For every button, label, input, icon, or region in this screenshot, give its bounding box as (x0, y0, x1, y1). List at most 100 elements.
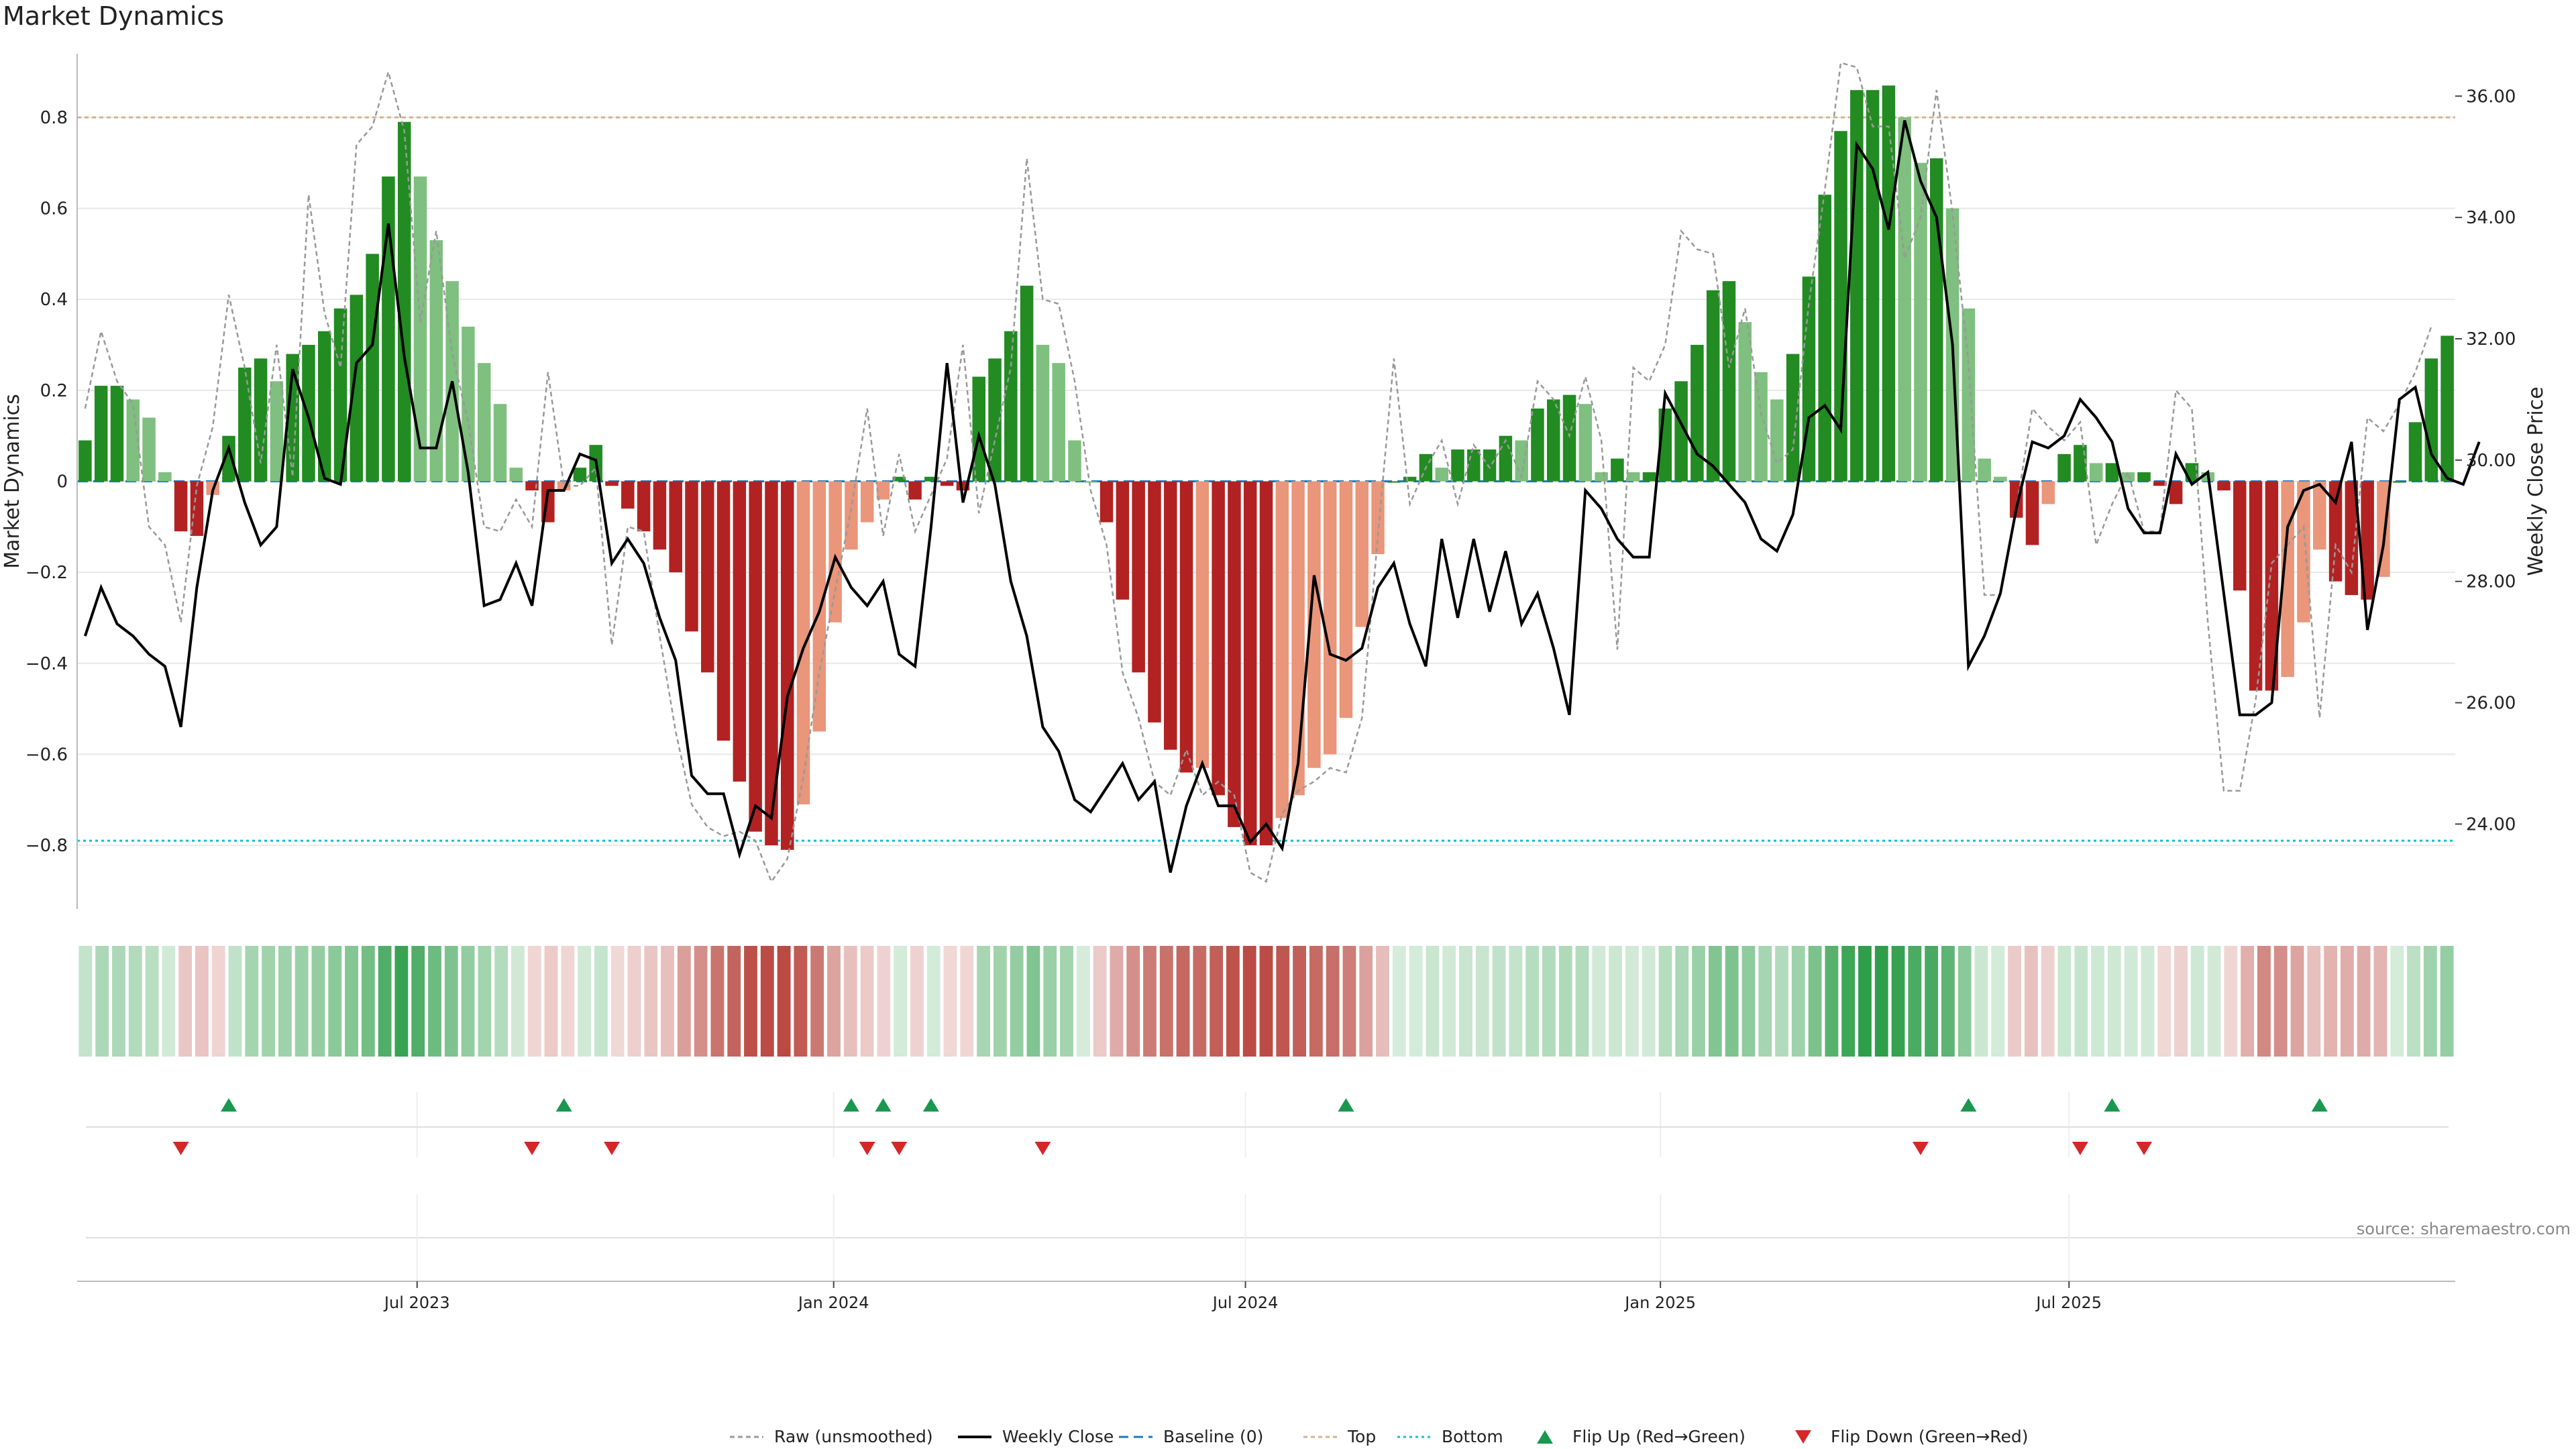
dynamics-bar (318, 331, 331, 482)
heat-cell (894, 946, 908, 1057)
heat-cell (1692, 946, 1705, 1057)
heat-cell (1991, 946, 2005, 1057)
heat-cell (2190, 946, 2204, 1057)
y2-tick-label: 26.00 (2466, 694, 2516, 714)
heat-cell (1226, 946, 1240, 1057)
heat-cell (1392, 946, 1406, 1057)
dynamics-bar (1355, 481, 1369, 627)
legend-label: Weekly Close (1002, 1427, 1114, 1446)
heat-cell (1874, 946, 1888, 1057)
dynamics-bar (158, 472, 172, 482)
heat-cell (1210, 946, 1224, 1057)
dynamics-bar (924, 476, 938, 482)
heat-cell (328, 946, 342, 1057)
heat-cell (1442, 946, 1456, 1057)
dynamics-bar (1898, 117, 1911, 482)
heat-cell (1309, 946, 1323, 1057)
dynamics-bar (876, 481, 890, 500)
dynamics-bar (1754, 372, 1768, 482)
heat-cell (2357, 946, 2371, 1057)
heat-cell (1509, 946, 1523, 1057)
heat-cell (1625, 946, 1639, 1057)
dynamics-bar (2074, 445, 2087, 482)
legend-label: Raw (unsmoothed) (774, 1427, 933, 1446)
raw-series-line (84, 62, 2432, 883)
heat-cell (594, 946, 608, 1057)
dynamics-bar (1770, 399, 1784, 482)
legend-item-price: Weekly Close (958, 1427, 1114, 1446)
heat-cell (1609, 946, 1623, 1057)
flip-down-marker (2136, 1142, 2153, 1155)
heat-cell (977, 946, 990, 1057)
dynamics-bar (94, 386, 108, 482)
dynamics-bar (2121, 472, 2135, 482)
dynamics-bar (1547, 399, 1560, 482)
heat-cell (2124, 946, 2138, 1057)
y2-tick-label: 32.00 (2466, 329, 2516, 350)
heat-cell (2407, 946, 2420, 1057)
dynamics-bar (1611, 458, 1624, 482)
legend-label: Flip Up (Red→Green) (1572, 1427, 1746, 1446)
dynamics-bar (2424, 358, 2438, 482)
heat-cell (1159, 946, 1173, 1057)
dynamics-bar (1148, 481, 1161, 722)
dynamics-bar (749, 481, 762, 832)
heat-cell (1242, 946, 1256, 1057)
heat-cell (877, 946, 891, 1057)
heat-cell (943, 946, 957, 1057)
x-tick-label: Jul 2023 (383, 1293, 450, 1312)
heat-cell (1026, 946, 1040, 1057)
flip-up-marker (922, 1098, 939, 1112)
flip-up-marker (555, 1098, 572, 1112)
heat-cell (2440, 946, 2454, 1057)
heat-cell (1808, 946, 1822, 1057)
dynamics-bar (78, 440, 92, 482)
source-credit: source: sharemaestro.com (2356, 1220, 2571, 1238)
dynamics-bar (1339, 481, 1353, 718)
y-tick-label: −0.6 (25, 745, 68, 765)
flip-up-marker (221, 1098, 237, 1112)
dynamics-bar (1163, 481, 1177, 750)
heat-cell (294, 946, 309, 1057)
heat-cell (345, 946, 358, 1057)
legend-swatch (1795, 1430, 1811, 1444)
dynamics-bar (669, 481, 682, 573)
heat-cell (211, 946, 225, 1057)
dynamics-bar (860, 481, 874, 523)
heat-cell (610, 946, 625, 1057)
dynamics-bar (1786, 354, 1800, 482)
dynamics-bar (1626, 472, 1640, 482)
dynamics-bar (1738, 322, 1752, 482)
legend-label: Top (1347, 1427, 1376, 1446)
dynamics-bar (493, 404, 507, 482)
heat-cell (2241, 946, 2255, 1057)
heat-cell (1126, 946, 1140, 1057)
y2-tick-label: 30.00 (2466, 451, 2516, 471)
dynamics-bar (270, 381, 284, 482)
y-tick-label: 0.6 (40, 199, 68, 219)
dynamics-bar (254, 358, 268, 482)
heat-cell (2107, 946, 2121, 1057)
heat-cell (1758, 946, 1772, 1057)
heat-cell (162, 946, 176, 1057)
dynamics-bar (621, 481, 635, 509)
flip-up-marker (1960, 1098, 1977, 1112)
heat-cell (112, 946, 125, 1057)
dynamics-bar (110, 386, 124, 482)
dynamics-bar (765, 481, 778, 846)
legend: Raw (unsmoothed) Weekly Close Baseline (0)… (730, 1427, 2029, 1446)
dynamics-bar (1084, 481, 1097, 483)
heat-cell (1791, 946, 1805, 1057)
flip-down-marker (524, 1142, 541, 1155)
dynamics-bar (2440, 335, 2454, 482)
dynamics-bar (685, 481, 698, 632)
heat-cell (2423, 946, 2437, 1057)
dynamics-bar (1994, 476, 2007, 482)
heat-cell (644, 946, 658, 1057)
heat-cell (777, 946, 791, 1057)
dynamics-bar (845, 481, 858, 550)
dynamics-bar (1722, 281, 1736, 482)
heat-cell (1908, 946, 1922, 1057)
heat-cell (2057, 946, 2072, 1057)
dynamics-bar (812, 481, 826, 732)
